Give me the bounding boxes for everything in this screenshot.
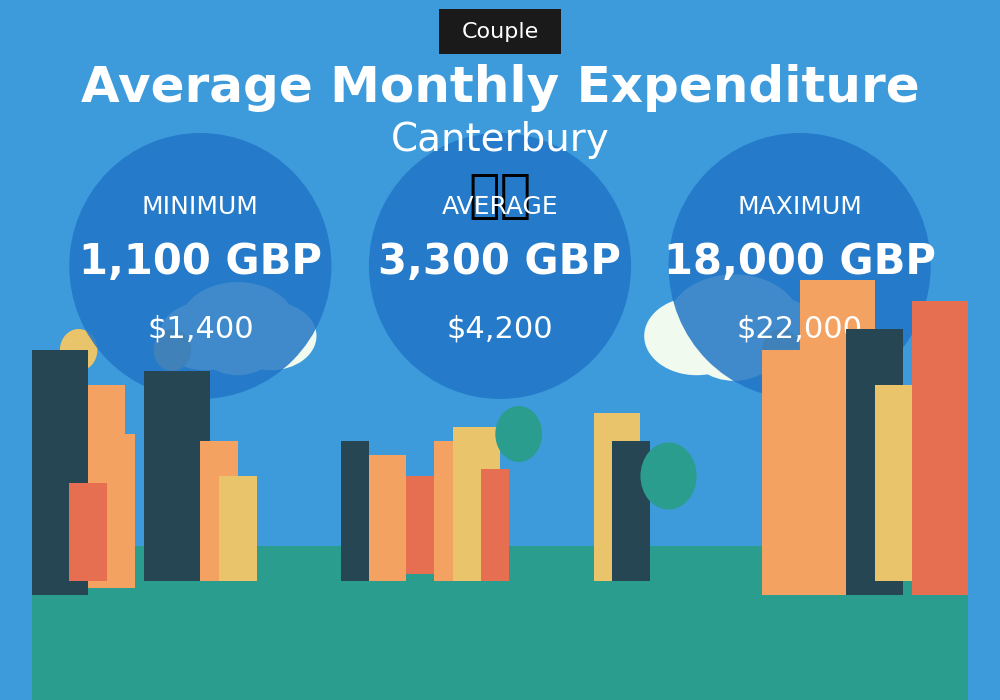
Text: AVERAGE: AVERAGE [442, 195, 558, 218]
Circle shape [198, 316, 277, 375]
Ellipse shape [762, 329, 800, 371]
Circle shape [159, 302, 251, 370]
Bar [434, 441, 472, 581]
FancyBboxPatch shape [439, 8, 561, 55]
Ellipse shape [856, 329, 893, 371]
Text: 18,000 GBP: 18,000 GBP [664, 241, 936, 284]
Text: 3,300 GBP: 3,300 GBP [378, 241, 622, 284]
Ellipse shape [369, 133, 631, 399]
Bar [875, 385, 912, 581]
Text: MINIMUM: MINIMUM [142, 195, 259, 218]
Text: MAXIMUM: MAXIMUM [737, 195, 862, 218]
Bar [88, 434, 135, 588]
Circle shape [689, 314, 779, 381]
Ellipse shape [69, 133, 331, 399]
Bar [481, 469, 509, 581]
Bar [219, 476, 257, 581]
Text: 1,100 GBP: 1,100 GBP [79, 241, 322, 284]
Circle shape [179, 282, 297, 370]
Bar [144, 371, 210, 581]
Bar [594, 413, 640, 581]
Ellipse shape [154, 329, 191, 371]
Bar [341, 441, 369, 581]
Bar [912, 301, 968, 595]
Ellipse shape [640, 442, 697, 510]
Text: Couple: Couple [461, 22, 539, 41]
Text: 🇬🇧: 🇬🇧 [468, 170, 532, 222]
Ellipse shape [669, 133, 931, 399]
Text: Canterbury: Canterbury [391, 121, 609, 159]
Bar [406, 476, 434, 574]
Bar [32, 350, 88, 595]
Bar [612, 441, 650, 581]
Bar [32, 546, 968, 700]
Bar [369, 455, 406, 581]
Circle shape [719, 297, 824, 375]
Ellipse shape [495, 406, 542, 462]
Ellipse shape [60, 329, 97, 371]
Text: Average Monthly Expenditure: Average Monthly Expenditure [81, 64, 919, 111]
Circle shape [225, 302, 316, 370]
Bar [51, 385, 125, 581]
Bar [453, 427, 500, 581]
Circle shape [667, 274, 802, 375]
Bar [800, 280, 875, 595]
Text: $4,200: $4,200 [447, 314, 553, 344]
Text: $22,000: $22,000 [737, 314, 863, 344]
Bar [846, 329, 903, 595]
Text: $1,400: $1,400 [147, 314, 254, 344]
Bar [762, 350, 809, 595]
Circle shape [644, 297, 749, 375]
Bar [200, 441, 238, 581]
Bar [69, 483, 107, 581]
